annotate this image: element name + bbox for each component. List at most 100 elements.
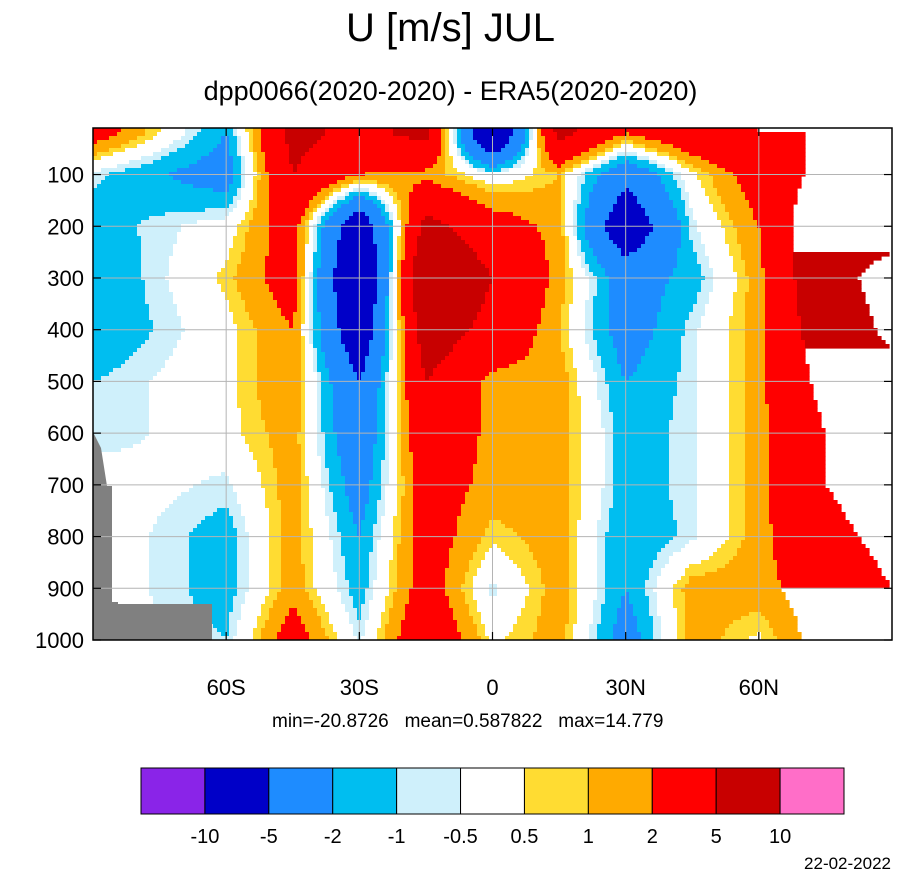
contour-cell: [769, 432, 826, 437]
contour-cell: [765, 396, 814, 401]
contour-cell: [93, 476, 210, 481]
contour-cell: [413, 484, 470, 489]
contour-cell: [377, 564, 390, 569]
contour-cell: [701, 288, 714, 293]
contour-cell: [569, 492, 582, 497]
contour-cell: [329, 520, 338, 525]
contour-cell: [729, 404, 746, 409]
contour-cell: [389, 380, 398, 385]
contour-cell: [749, 636, 762, 640]
contour-cell: [245, 528, 270, 533]
contour-cell: [317, 592, 342, 597]
contour-cell: [253, 176, 262, 181]
contour-cell: [385, 336, 390, 341]
contour-cell: [709, 264, 734, 269]
contour-cell: [409, 600, 450, 605]
contour-cell: [93, 480, 202, 485]
contour-cell: [389, 308, 394, 313]
contour-cell: [649, 232, 682, 237]
contour-cell: [365, 196, 378, 201]
contour-cell: [537, 628, 566, 633]
contour-cell: [697, 440, 730, 445]
contour-cell: [385, 372, 390, 377]
contour-cell: [385, 220, 394, 225]
contour-cell: [745, 324, 766, 329]
contour-cell: [729, 452, 746, 457]
contour-cell: [293, 312, 302, 317]
contour-cell: [153, 160, 198, 165]
contour-cell: [477, 168, 486, 173]
contour-cell: [773, 536, 862, 541]
contour-cell: [213, 148, 230, 153]
contour-cell: [649, 572, 662, 577]
contour-cell: [605, 572, 650, 577]
contour-cell: [301, 528, 314, 533]
contour-cell: [397, 588, 410, 593]
contour-cell: [549, 268, 566, 273]
contour-cell: [793, 264, 870, 269]
contour-cell: [581, 184, 594, 189]
contour-cell: [401, 232, 406, 237]
contour-cell: [301, 544, 314, 549]
contour-cell: [493, 208, 562, 213]
contour-cell: [477, 440, 570, 445]
contour-cell: [149, 556, 190, 561]
contour-cell: [801, 316, 874, 321]
contour-cell: [257, 616, 270, 621]
contour-cell: [593, 364, 602, 369]
contour-cell: [453, 160, 466, 165]
contour-cell: [613, 504, 674, 509]
contour-cell: [581, 248, 594, 253]
contour-cell: [381, 212, 390, 217]
contour-cell: [769, 496, 834, 501]
contour-cell: [413, 296, 486, 301]
contour-cell: [701, 184, 714, 189]
contour-cell: [369, 500, 378, 505]
contour-cell: [677, 524, 698, 529]
contour-cell: [281, 524, 302, 529]
contour-cell: [497, 592, 530, 597]
contour-cell: [573, 132, 626, 137]
contour-cell: [141, 440, 246, 445]
contour-cell: [485, 148, 502, 153]
contour-cell: [597, 532, 606, 537]
colorbar-label: -5: [260, 826, 278, 848]
contour-cell: [413, 308, 482, 313]
contour-cell: [569, 252, 578, 257]
contour-cell: [453, 612, 470, 617]
contour-cell: [373, 584, 390, 589]
contour-cell: [577, 580, 598, 585]
contour-cell: [361, 616, 370, 621]
contour-cell: [613, 468, 670, 473]
contour-cell: [341, 460, 374, 465]
contour-cell: [305, 272, 310, 277]
contour-cell: [589, 200, 618, 205]
contour-cell: [765, 296, 798, 301]
contour-cell: [721, 636, 750, 640]
contour-cell: [573, 156, 590, 161]
contour-cell: [541, 612, 570, 617]
contour-cell: [585, 260, 598, 265]
contour-cell: [797, 284, 862, 289]
contour-cell: [593, 308, 610, 313]
contour-cell: [585, 328, 594, 333]
contour-cell: [329, 472, 342, 477]
contour-cell: [569, 536, 578, 541]
contour-cell: [545, 584, 570, 589]
contour-cell: [413, 268, 490, 273]
contour-cell: [305, 320, 310, 325]
contour-cell: [341, 600, 354, 605]
contour-cell: [397, 328, 402, 333]
contour-cell: [693, 164, 718, 169]
contour-cell: [541, 608, 570, 613]
contour-cell: [233, 316, 250, 321]
contour-cell: [333, 284, 378, 289]
y-tick-label: 300: [47, 266, 84, 291]
contour-cell: [257, 368, 302, 373]
contour-cell: [173, 248, 230, 253]
contour-cell: [93, 404, 150, 409]
contour-cell: [233, 164, 242, 169]
contour-cell: [289, 608, 298, 613]
contour-cell: [149, 304, 178, 309]
contour-cell: [669, 428, 698, 433]
